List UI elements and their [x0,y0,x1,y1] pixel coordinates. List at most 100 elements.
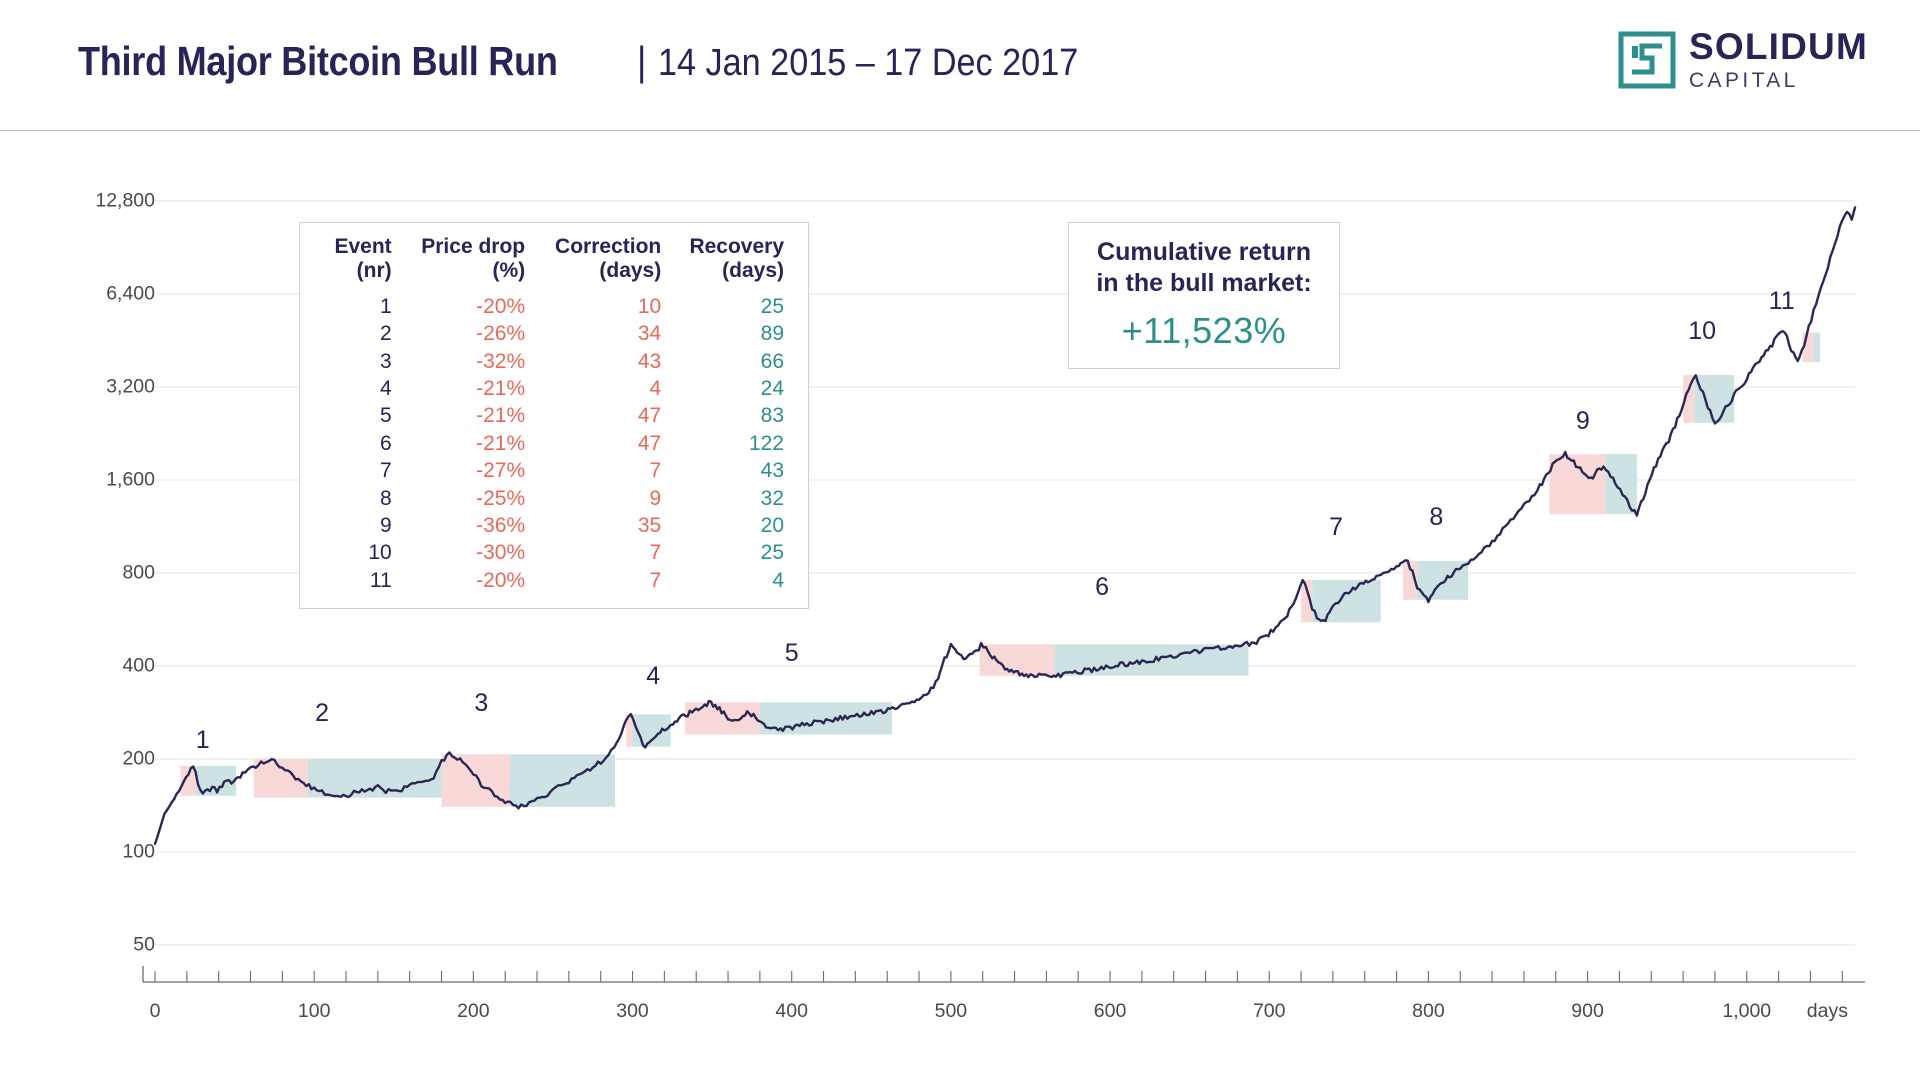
table-row: 8 -25% 9 32 [318,485,790,512]
cell-price-drop: -21% [476,431,526,455]
logo-text-block: SOLIDUM CAPITAL [1689,28,1868,91]
x-axis-tick-label: 800 [1412,1000,1445,1022]
event-number-label: 5 [784,639,799,668]
y-axis-tick-label: 100 [122,840,155,863]
table-row: 11 -20% 7 4 [318,567,790,594]
cell-recovery: 20 [760,513,784,537]
col-header-event: Event (nr) [334,235,392,282]
y-axis-tick-label: 12,800 [95,189,155,212]
cell-event: 5 [379,404,392,428]
cell-price-drop: -20% [476,568,526,592]
cell-event: 1 [379,295,392,319]
chart-axis [142,966,1865,983]
x-axis-tick-label: 700 [1252,1000,1286,1022]
y-axis-labels: 50 100 200 400 800 1,600 3,200 6,400 12,800 [0,131,155,1080]
cell-correction: 10 [637,295,662,319]
table-row: 10 -30% 7 25 [318,540,790,567]
cell-price-drop: -27% [476,459,526,483]
cell-event: 7 [379,459,392,483]
cell-price-drop: -21% [476,377,526,401]
cell-correction: 7 [649,459,662,483]
y-axis-tick-label: 50 [133,933,155,956]
table-row: 4 -21% 4 24 [318,376,790,403]
cell-correction: 47 [637,404,662,428]
cell-recovery: 25 [760,295,784,319]
cell-event: 3 [379,349,392,373]
event-number-label: 10 [1688,317,1717,346]
y-axis-tick-label: 400 [122,654,155,677]
callout-label-line1: Cumulative return [1097,238,1311,266]
cell-price-drop: -32% [476,349,526,373]
events-table-body: 1 -20% 10 25 2 -26% 34 89 3 -32% 43 66 4 -21% 4 24 5 -21%… [318,282,790,594]
event-number-label: 2 [315,699,330,728]
cell-price-drop: -30% [476,541,526,565]
solidum-logo-mark-icon [1618,31,1676,88]
x-axis-tick-label: 500 [934,1000,968,1022]
y-axis-tick-label: 3,200 [106,375,155,398]
cell-recovery: 43 [760,459,784,483]
event-number-label: 9 [1575,407,1590,436]
x-axis-tick-label: 1,000 [1722,1000,1772,1022]
x-axis-tick-label: 400 [775,1000,808,1022]
cell-recovery: 25 [760,541,784,565]
callout-value: +11,523% [1121,310,1287,351]
cell-correction: 35 [637,513,662,537]
page-title: Third Major Bitcoin Bull Run | 14 Jan 20… [78,38,1125,85]
chart-container: 50 100 200 400 800 1,600 3,200 6,400 12,800 0 100… [0,131,1920,1080]
cell-event: 2 [379,322,392,346]
events-table: Event (nr) Price drop (%) Correction (da… [299,222,809,610]
callout-label-line2: in the bull market: [1096,268,1312,297]
y-axis-tick-label: 800 [122,561,155,584]
x-axis-tick-label: 0 [149,1000,161,1022]
col-header-recovery: Recovery (days) [689,235,784,282]
cell-event: 4 [379,377,392,401]
cell-recovery: 66 [760,349,784,373]
title-date-range: 14 Jan 2015 – 17 Dec 2017 [657,42,1078,84]
cell-recovery: 24 [760,377,784,401]
table-row: 1 -20% 10 25 [318,282,790,321]
x-axis-tick-label: 200 [457,1000,490,1022]
price-chart-svg [142,200,1865,983]
table-row: 6 -21% 47 122 [318,430,790,457]
cell-recovery: 32 [760,486,784,510]
x-axis-labels: 0 100 200 300 400 500 600 700 800 900 1,000 days [0,131,1920,1080]
cumulative-return-callout: Cumulative return in the bull market: +1… [1068,222,1340,369]
table-row: 5 -21% 47 83 [318,403,790,430]
events-table-grid: Event (nr) Price drop (%) Correction (da… [318,233,790,594]
cell-event: 9 [379,513,392,537]
events-table-head: Event (nr) Price drop (%) Correction (da… [318,233,790,282]
x-axis-tick-label: 300 [616,1000,649,1022]
table-row: 9 -36% 35 20 [318,512,790,539]
cell-event: 11 [369,568,392,592]
x-axis-tick-label: 900 [1571,1000,1604,1022]
event-number-label: 3 [474,688,489,717]
event-number-label: 4 [646,661,661,690]
cell-recovery: 4 [772,568,784,592]
cell-event: 10 [368,541,392,565]
cell-correction: 47 [637,431,662,455]
page-header: Third Major Bitcoin Bull Run | 14 Jan 20… [0,0,1920,131]
table-row: 2 -26% 34 89 [318,321,790,348]
cell-correction: 4 [649,377,662,401]
title-separator: | [637,38,647,84]
y-axis-tick-label: 1,600 [106,468,155,491]
table-row: 7 -27% 7 43 [318,458,790,485]
event-number-label: 8 [1429,502,1444,531]
cell-correction: 43 [637,349,662,373]
logo-company-name: SOLIDUM [1688,26,1868,67]
cell-recovery: 83 [760,404,784,428]
cell-recovery: 122 [748,431,784,455]
cell-price-drop: -21% [476,404,526,428]
cell-recovery: 89 [760,322,784,346]
table-row: 3 -32% 43 66 [318,348,790,375]
cell-price-drop: -26% [476,322,526,346]
cell-correction: 7 [649,541,662,565]
cell-correction: 9 [649,486,662,510]
brand-logo: SOLIDUM CAPITAL [1618,28,1868,91]
x-axis-tick-label: 100 [297,1000,331,1022]
event-bands [180,332,1820,807]
event-number-label: 11 [1768,286,1795,315]
cell-price-drop: -20% [476,295,526,319]
event-number-label: 6 [1095,572,1110,601]
